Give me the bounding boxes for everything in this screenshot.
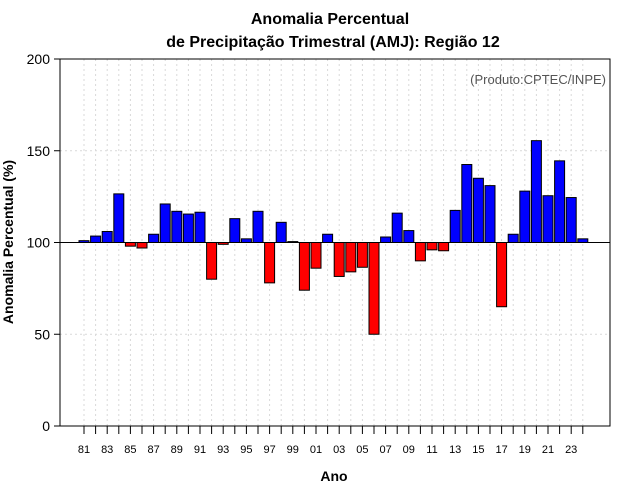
bar-90 (182, 213, 194, 243)
bar-88 (159, 203, 171, 243)
bar-03 (333, 242, 345, 277)
x-tick-label: 17 (495, 444, 507, 456)
x-tick-label: 23 (565, 444, 577, 456)
bar-85 (124, 242, 136, 247)
y-tick-label: 200 (27, 51, 51, 67)
bar-14 (461, 164, 473, 243)
x-tick-label: 21 (542, 444, 554, 456)
bar-12 (438, 242, 450, 252)
bar-96 (252, 210, 264, 243)
x-tick-label: 11 (426, 444, 437, 456)
bar-01 (310, 242, 322, 269)
bar-20 (530, 140, 542, 243)
bar-02 (322, 233, 334, 243)
bar-21 (542, 195, 554, 244)
bar-10 (414, 242, 426, 262)
bar-87 (148, 233, 160, 243)
bar-92 (206, 242, 218, 280)
bar-08 (391, 212, 403, 243)
y-tick-label: 150 (27, 143, 51, 159)
bar-24 (577, 238, 589, 244)
x-tick-label: 03 (333, 444, 345, 456)
x-tick-label: 13 (449, 444, 461, 456)
bar-94 (229, 218, 241, 244)
x-tick-label: 19 (519, 444, 531, 456)
x-tick-label: 09 (403, 444, 415, 456)
chart-title-line2: de Precipitação Trimestral (AMJ): Região… (166, 34, 500, 51)
bar-16 (484, 185, 496, 244)
x-tick-label: 93 (217, 444, 229, 456)
x-axis-label: Ano (320, 468, 347, 484)
bar-00 (298, 242, 310, 291)
x-tick-label: 89 (171, 444, 183, 456)
bar-07 (380, 236, 392, 243)
bar-91 (194, 211, 206, 244)
y-axis: 0 50 100 150 200 (27, 51, 60, 434)
bar-04 (345, 242, 357, 273)
gridlines (60, 59, 610, 426)
bar-13 (449, 209, 461, 243)
bar-97 (264, 242, 276, 284)
bar-86 (136, 242, 148, 249)
bar-09 (403, 230, 415, 243)
credit-annotation: (Produto:CPTEC/INPE) (470, 72, 606, 87)
x-tick-label: 91 (194, 444, 206, 456)
bar-98 (275, 221, 287, 244)
y-tick-label: 0 (42, 418, 50, 434)
bar-06 (368, 242, 380, 335)
x-tick-label: 95 (240, 444, 252, 456)
x-axis: 81 83 85 87 89 91 93 95 97 99 01 03 05 07 09 11 13 15 17 19… (78, 426, 584, 456)
bar-15 (472, 177, 484, 243)
x-tick-label: 99 (287, 444, 299, 456)
y-tick-label: 50 (34, 326, 50, 342)
bars (78, 140, 589, 335)
bar-95 (240, 238, 252, 244)
x-tick-label: 83 (101, 444, 113, 456)
x-tick-label: 15 (472, 444, 484, 456)
bar-11 (426, 242, 438, 251)
x-tick-label: 97 (263, 444, 275, 456)
x-tick-label: 85 (124, 444, 136, 456)
bar-83 (101, 230, 113, 244)
bar-18 (507, 233, 519, 243)
bar-89 (171, 210, 183, 243)
bar-19 (519, 190, 531, 243)
bar-22 (554, 160, 566, 243)
y-tick-label: 100 (27, 235, 51, 251)
x-tick-label: 05 (356, 444, 368, 456)
bar-82 (90, 235, 102, 243)
bar-17 (496, 242, 508, 308)
bar-84 (113, 193, 125, 243)
bar-23 (565, 197, 577, 243)
x-tick-label: 81 (78, 444, 90, 456)
x-tick-label: 87 (147, 444, 159, 456)
x-tick-label: 01 (310, 444, 322, 456)
x-tick-label: 07 (379, 444, 391, 456)
chart-title-line1: Anomalia Percentual (251, 11, 409, 28)
bar-05 (356, 242, 368, 268)
y-axis-label: Anomalia Percentual (%) (0, 160, 16, 324)
